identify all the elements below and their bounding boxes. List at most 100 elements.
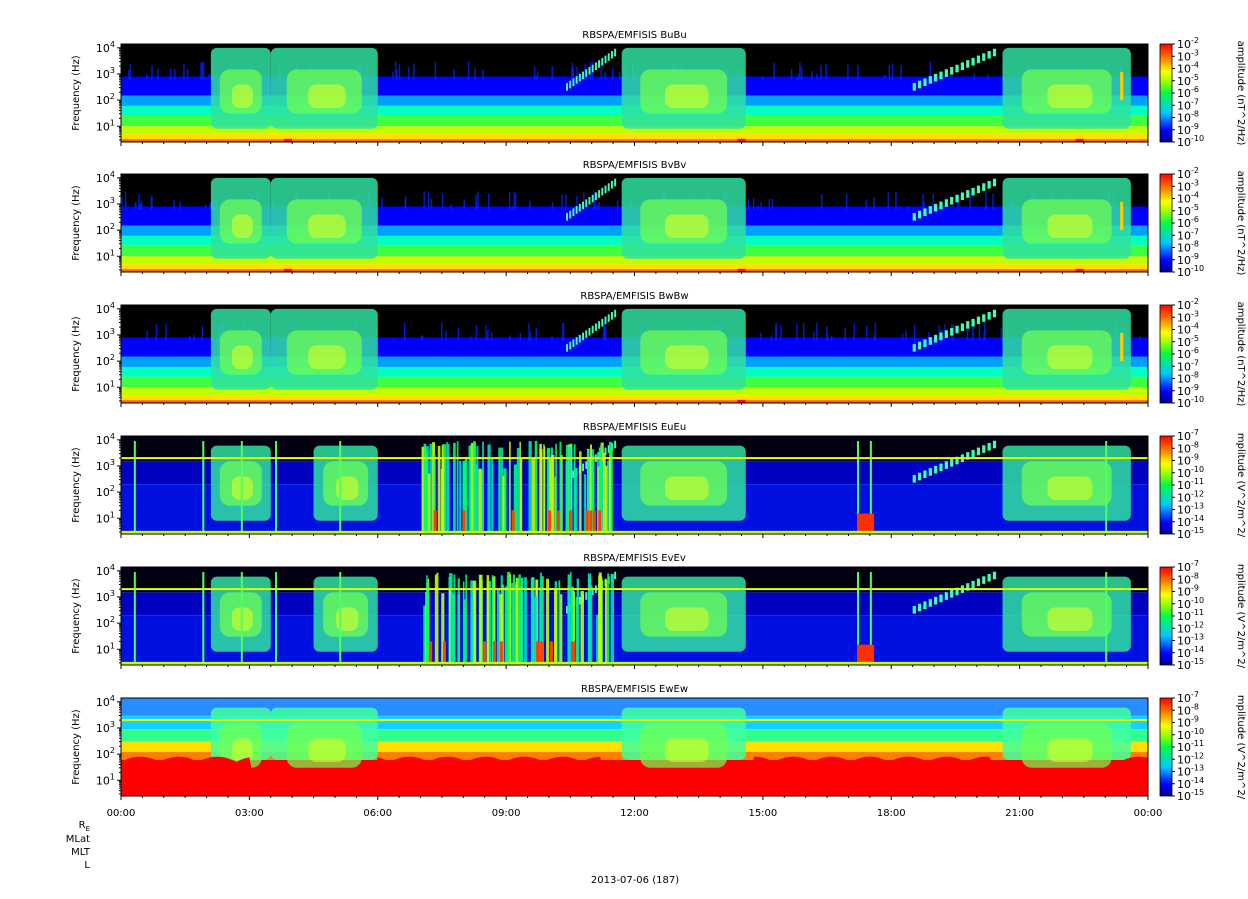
broadband-spike	[502, 476, 505, 534]
noise-streak	[800, 66, 803, 80]
colorbar	[1159, 697, 1173, 797]
isolated-spike	[339, 572, 342, 665]
broadband-spike	[534, 440, 538, 534]
colorbar	[1159, 304, 1173, 404]
chorus-element	[923, 208, 927, 217]
activity-peak	[308, 84, 346, 108]
chorus-element	[604, 447, 607, 456]
chorus-element	[588, 197, 591, 205]
ytick-label: 101	[96, 248, 115, 263]
broadband-spike	[546, 448, 551, 534]
chorus-element	[923, 470, 927, 479]
noise-streak	[392, 71, 394, 80]
chorus-element	[928, 76, 932, 84]
ephemeris-label-re-sub: E	[85, 825, 90, 833]
chorus-element	[928, 206, 932, 214]
lowfreq-spot	[283, 138, 292, 142]
chorus-element	[614, 440, 617, 449]
ytick-label: 103	[96, 589, 115, 604]
colorbar-tick-label: 10-15	[1177, 788, 1204, 803]
colorbar-label: mplitude (V^2/m^2/	[1235, 695, 1246, 800]
broadband-spike	[482, 441, 484, 534]
noise-streak	[969, 193, 971, 210]
noise-streak	[403, 322, 406, 341]
broadband-spike	[496, 589, 500, 665]
base-band	[121, 139, 1148, 142]
noise-streak	[922, 194, 924, 210]
broadband-spike	[434, 574, 437, 665]
broadband-spike	[571, 586, 574, 665]
noise-streak	[529, 332, 532, 341]
lowfreq-burst	[857, 513, 875, 534]
noise-streak	[529, 200, 531, 210]
chorus-element	[934, 334, 938, 343]
chorus-element	[960, 62, 964, 71]
chorus-element	[578, 203, 581, 212]
broadband-spike	[568, 446, 571, 534]
chorus-element	[578, 596, 581, 605]
noise-streak	[201, 62, 204, 80]
base-band	[121, 126, 1148, 135]
chorus-element	[607, 53, 610, 61]
noise-streak	[761, 76, 764, 80]
noise-streak	[972, 322, 974, 341]
chorus-element	[575, 76, 578, 84]
y-axis-label: Frequency (Hz)	[71, 55, 82, 131]
colorbar-tick-label: 10-6	[1177, 85, 1199, 100]
noise-streak	[752, 198, 755, 210]
broadband-spike	[584, 474, 587, 534]
noise-streak	[536, 72, 539, 80]
ytick-label: 103	[96, 66, 115, 81]
noise-streak	[618, 71, 621, 80]
colorbar	[1159, 566, 1173, 666]
noise-streak	[973, 73, 976, 80]
broadband-spike	[447, 443, 450, 534]
ytick-label: 104	[96, 563, 115, 578]
noise-streak	[508, 191, 511, 210]
chorus-element	[950, 328, 954, 336]
broadband-spike	[573, 591, 575, 665]
lowfreq-burst	[857, 644, 875, 665]
chorus-element	[607, 183, 610, 191]
noise-streak	[193, 334, 195, 341]
broadband-spike	[579, 451, 582, 534]
chorus-element	[585, 69, 588, 77]
broadband-spike	[554, 589, 558, 665]
noise-streak	[134, 201, 137, 210]
broadband-spike	[504, 586, 508, 665]
colorbar-tick-label: 10-3	[1177, 309, 1199, 324]
red-floor-region	[121, 756, 1148, 796]
noise-streak	[457, 327, 460, 341]
chorus-element	[966, 60, 970, 68]
broadband-spike	[607, 573, 610, 665]
lowfreq-spot	[283, 268, 292, 272]
broadband-spike	[432, 442, 436, 534]
panel-6: RBSPA/EMFISIS EwEw 101 102 103 104 Frequency …	[71, 684, 1246, 803]
noise-streak	[768, 199, 771, 210]
colorbar-tick-label: 10-10	[1177, 727, 1204, 742]
isolated-spike	[339, 441, 342, 534]
chorus-element	[917, 603, 922, 612]
noise-streak	[952, 324, 955, 341]
broadband-spike	[456, 441, 459, 534]
broadband-spike	[441, 593, 445, 665]
isolated-spike	[857, 572, 860, 665]
broadband-spike	[449, 589, 451, 665]
noise-streak	[423, 191, 425, 210]
chorus-element	[582, 71, 585, 80]
broadband-spike	[567, 585, 570, 665]
panel-1: RBSPA/EMFISIS BuBu 101 102 103 104 Frequency …	[71, 30, 1246, 149]
noise-streak	[487, 329, 489, 341]
base-band	[121, 400, 1148, 403]
lowfreq-burst	[511, 510, 515, 534]
chorus-element	[976, 578, 981, 587]
activity-peak	[336, 607, 359, 631]
chorus-element	[971, 449, 975, 458]
chorus-element	[928, 599, 932, 607]
noise-streak	[747, 198, 750, 210]
colorbar-tick-label: 10-14	[1177, 776, 1204, 791]
chorus-element	[987, 574, 991, 582]
chorus-element	[572, 208, 575, 217]
noise-streak	[173, 199, 175, 210]
